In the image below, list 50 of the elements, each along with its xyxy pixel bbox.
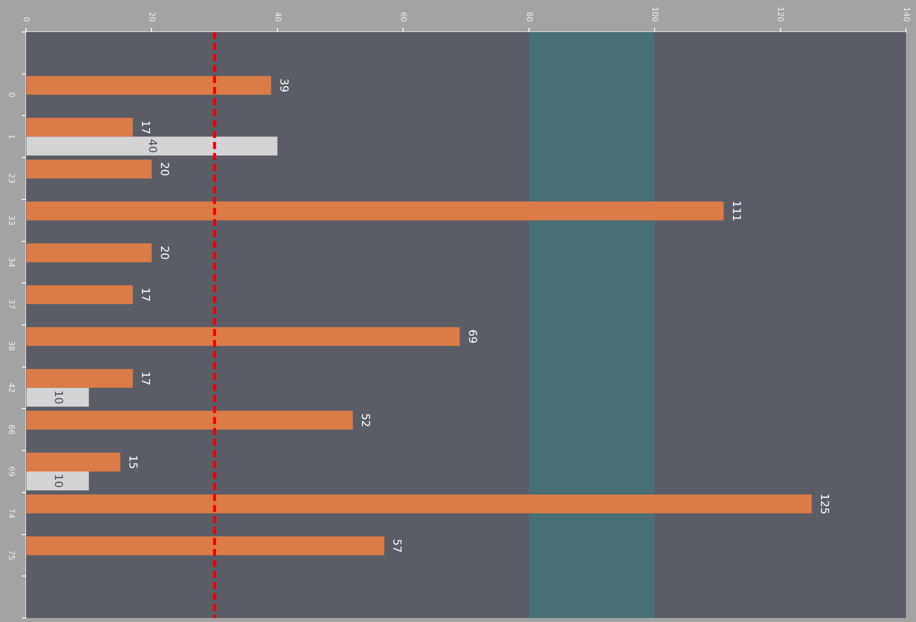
data-label: 10 [52,474,65,488]
y-tick-label: 1 [6,134,16,140]
y-tick-label: 69 [6,466,16,477]
x-tick-label: 40 [273,12,282,22]
y-tick-label: 66 [6,424,16,435]
data-label: 40 [146,139,160,154]
bar [26,160,152,178]
bar [26,285,133,304]
data-label: 10 [52,390,65,404]
x-tick-label: 60 [399,12,408,22]
bar [26,536,384,556]
bar [26,202,724,220]
data-label: 15 [126,455,140,470]
y-tick-label: 37 [6,298,16,310]
y-tick-label: 75 [6,550,16,560]
bar [26,368,133,388]
bar [26,494,812,514]
x-tick-label: 100 [650,6,660,22]
data-label: 125 [818,493,831,514]
data-label: 52 [359,413,372,428]
bar [26,136,278,156]
data-label: 17 [139,288,152,302]
y-tick-label: 34 [6,257,16,268]
data-label: 39 [277,78,290,92]
x-tick-label: 0 [22,16,31,22]
x-tick-label: 140 [902,6,911,22]
data-label: 69 [466,330,479,344]
data-label: 57 [390,538,404,553]
bar [26,76,272,95]
y-tick-label: 74 [6,508,16,518]
bar [26,243,152,262]
bar [26,118,133,137]
y-tick-label: 23 [6,173,16,184]
y-tick-label: 0 [6,92,16,98]
x-tick-label: 80 [524,12,534,22]
data-label: 111 [730,200,743,222]
y-tick-label: 42 [6,382,16,393]
x-tick-label: 20 [148,12,157,22]
bar [26,388,89,407]
bar [26,410,353,430]
data-label: 20 [158,162,171,176]
data-label: 20 [158,246,171,260]
bar [26,327,460,346]
bar [26,452,120,472]
y-tick-label: 33 [6,215,16,226]
y-tick-label: 38 [6,340,16,352]
x-tick-label: 120 [776,6,786,22]
bar [26,472,89,490]
data-label: 17 [139,371,152,386]
data-label: 17 [139,120,152,134]
